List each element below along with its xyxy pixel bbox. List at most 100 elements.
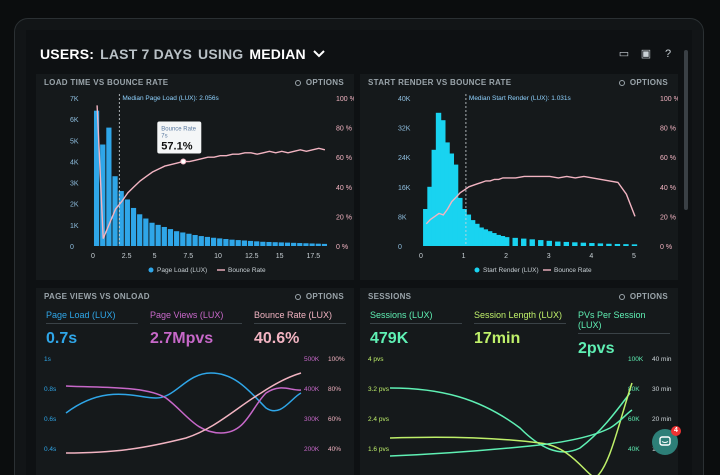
- sessions-chart: 4 pvs 3.2 pvs 2.4 pvs 1.6 pvs 100K 80K 60K 40K 4…: [368, 356, 672, 475]
- histogram-bar: [217, 238, 223, 246]
- histogram-bar: [474, 223, 480, 246]
- histogram-bar: [538, 240, 544, 246]
- y2-tick-label: 80 %: [660, 126, 676, 133]
- options-button[interactable]: OPTIONS: [618, 292, 668, 301]
- histogram-bar: [198, 236, 204, 246]
- options-label: OPTIONS: [629, 292, 668, 301]
- histogram-bar: [118, 191, 124, 246]
- y-tick-label: 0.4s: [44, 446, 57, 453]
- x-tick-label: 10: [214, 253, 222, 260]
- histogram-bar: [247, 240, 254, 246]
- y2-tick-label: 40 %: [660, 185, 676, 192]
- histogram-bar: [204, 236, 211, 246]
- histogram-bar: [241, 240, 247, 246]
- session-length-line: [389, 382, 633, 475]
- bounce-rate-line: [65, 372, 302, 454]
- kpi-value: 2.7Mpvs: [150, 330, 214, 347]
- options-button[interactable]: OPTIONS: [618, 78, 668, 87]
- y3-tick-label: 40%: [328, 446, 341, 453]
- y-tick-label: 0: [70, 244, 74, 251]
- start-render-chart: 40K 32K 24K 16K 8K 0 100 % 80 % 60 % 40 % 20 % 0 % M…: [398, 94, 678, 274]
- chevron-down-icon[interactable]: [312, 49, 326, 59]
- histogram-bar: [580, 242, 587, 246]
- y-tick-label: 1.6 pvs: [368, 446, 390, 453]
- options-icon: [294, 80, 301, 86]
- y2-tick-label: 200K: [304, 446, 320, 453]
- panel-title: START RENDER VS BOUNCE RATE: [368, 78, 512, 87]
- y-tick-label: 40K: [398, 96, 411, 103]
- histogram-bar: [486, 231, 493, 246]
- y-tick-label: 24K: [398, 155, 411, 162]
- histogram-bar: [155, 224, 161, 246]
- tooltip-title: Bounce Rate: [161, 126, 196, 132]
- histogram-bar: [491, 233, 497, 246]
- y3-tick-label: 100%: [328, 356, 345, 363]
- histogram-bar: [461, 209, 467, 246]
- x-tick-label: 15: [276, 253, 284, 260]
- options-button[interactable]: OPTIONS: [294, 292, 344, 301]
- chat-button[interactable]: 4: [652, 426, 681, 455]
- page-title[interactable]: USERS: LAST 7 DAYS USING MEDIAN: [40, 46, 326, 62]
- y2-tick-label: 20 %: [336, 214, 352, 221]
- y-tick-label: 2.4 pvs: [368, 416, 390, 423]
- histogram-bar: [478, 227, 484, 246]
- y-tick-label: 4K: [70, 159, 79, 166]
- histogram-bar: [149, 222, 155, 246]
- options-icon: [294, 294, 301, 300]
- kpi-page-views: Page Views (LUX) 2.7Mpvs: [150, 310, 242, 348]
- y2-tick-label: 300K: [304, 416, 320, 423]
- histogram-bar: [229, 239, 235, 246]
- pvs-per-session-line: [389, 409, 633, 457]
- histogram-bar: [303, 243, 309, 246]
- histogram-bar: [93, 110, 100, 246]
- sessions-panel: SESSIONS OPTIONS Sessions (LUX) 479K Ses…: [360, 288, 678, 475]
- panel-title: SESSIONS: [368, 292, 412, 301]
- x-tick-label: 2: [504, 253, 508, 260]
- histogram-bar: [444, 142, 450, 246]
- title-using: USING: [198, 46, 244, 62]
- help-icon[interactable]: ?: [664, 48, 672, 60]
- histogram-bar: [589, 243, 595, 246]
- histogram-bar: [167, 229, 174, 246]
- x-tick-label: 12.5: [245, 253, 259, 260]
- x-tick-label: 0: [419, 253, 423, 260]
- histogram-bar: [272, 242, 278, 246]
- monitor-icon[interactable]: ▭: [618, 48, 630, 60]
- header-toolbar: ▭ ▣ ?: [618, 48, 674, 60]
- histogram-bar: [180, 232, 186, 246]
- tooltip-value: 57.1%: [161, 140, 192, 152]
- y2-tick-label: 0 %: [660, 244, 672, 251]
- options-icon: [618, 294, 625, 300]
- histogram-bar: [315, 243, 321, 246]
- histogram-bar: [223, 239, 229, 246]
- options-button[interactable]: OPTIONS: [294, 78, 344, 87]
- kpi-value: 0.7s: [46, 330, 78, 347]
- y2-tick-label: 40K: [628, 446, 640, 453]
- y2-tick-label: 20 %: [660, 214, 676, 221]
- y3-tick-label: 60%: [328, 416, 341, 423]
- page-views-chart: 1s 0.8s 0.6s 0.4s 500K 400K 300K 200K 100% 80% 60%…: [44, 356, 345, 454]
- scrollbar[interactable]: [684, 50, 688, 210]
- kpi-label: PVs Per Session (LUX): [578, 310, 670, 334]
- tooltip-point: [180, 158, 187, 165]
- y-tick-label: 1s: [44, 356, 52, 363]
- page-views-panel: PAGE VIEWS VS ONLOAD OPTIONS Page Load (…: [36, 288, 354, 475]
- histogram-bar: [423, 209, 429, 246]
- x-tick-label: 2.5: [122, 253, 132, 260]
- histogram-bar: [597, 243, 604, 246]
- histogram-bar: [623, 244, 629, 246]
- histogram-bar: [457, 197, 463, 246]
- histogram-bar: [431, 149, 437, 246]
- y-tick-label: 6K: [70, 117, 79, 124]
- sessions-line: [389, 387, 631, 453]
- y-tick-label: 7K: [70, 96, 79, 103]
- histogram-bar: [174, 231, 180, 246]
- histogram-bar: [469, 220, 476, 246]
- x-tick-label: 4: [589, 253, 593, 260]
- kpi-label: Page Views (LUX): [150, 310, 242, 324]
- y2-tick-label: 40 %: [336, 185, 352, 192]
- histogram-bar: [321, 243, 328, 246]
- histogram-bar: [606, 243, 612, 246]
- export-icon[interactable]: ▣: [640, 48, 652, 60]
- histogram-bar: [614, 243, 621, 246]
